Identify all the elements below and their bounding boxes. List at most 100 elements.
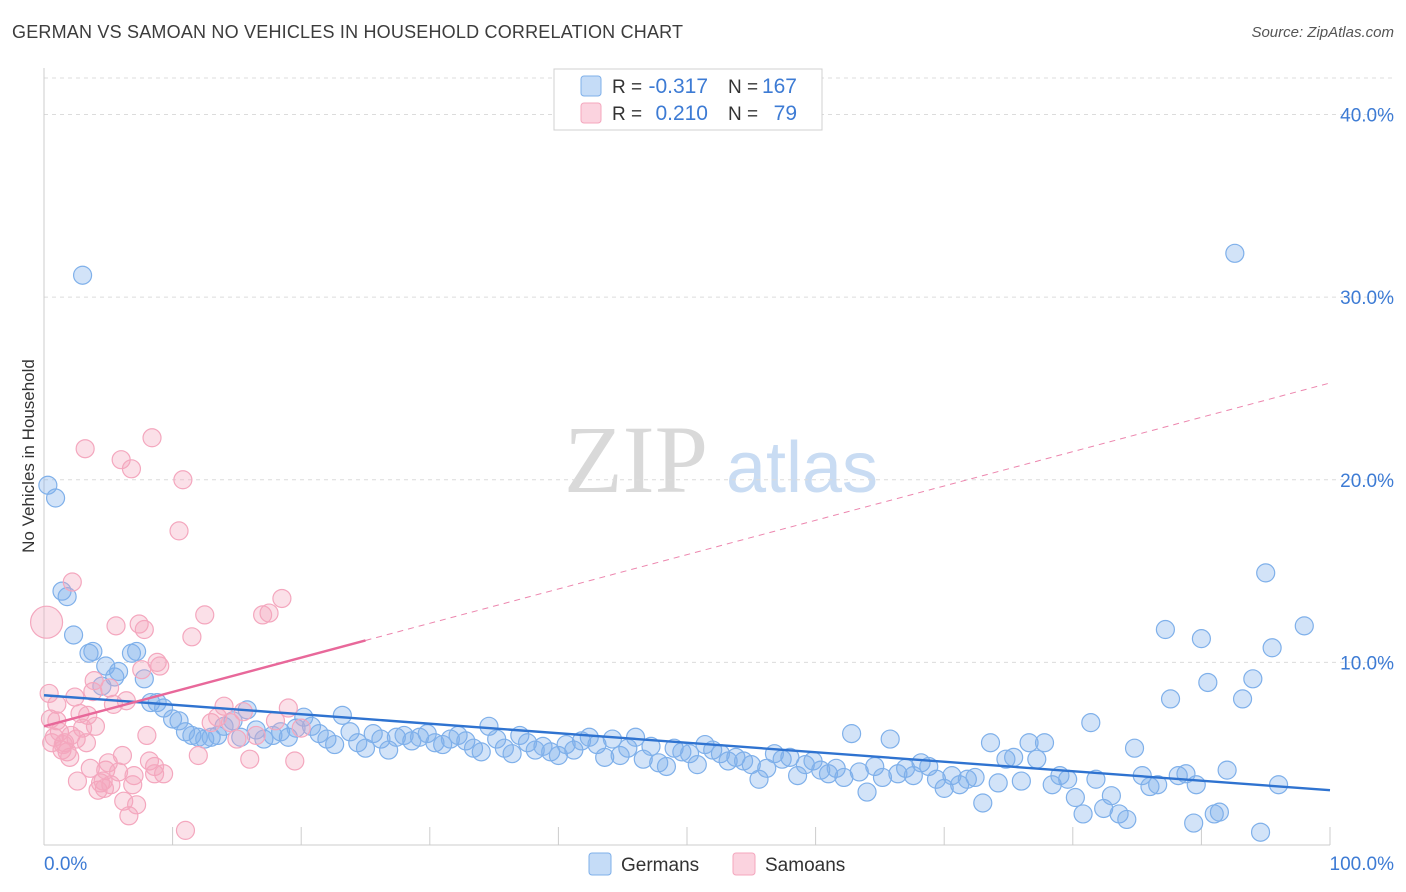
german-point — [610, 745, 630, 766]
german-point — [656, 756, 677, 777]
german-point — [1294, 616, 1314, 636]
samoan-point — [182, 627, 202, 647]
samoan-point — [66, 729, 86, 749]
samoan-point — [246, 725, 266, 746]
german-point — [332, 705, 352, 725]
samoan-point — [173, 470, 193, 490]
samoan-point — [61, 725, 81, 746]
legend-n-label-1: N = — [728, 104, 758, 125]
german-point — [1086, 769, 1106, 789]
bottom-legend-swatch-samoans — [732, 852, 756, 876]
german-point — [1186, 775, 1206, 795]
german-point — [988, 773, 1008, 793]
german-point — [163, 709, 183, 729]
german-point — [1155, 619, 1175, 640]
samoan-point — [285, 751, 305, 771]
german-point — [1250, 822, 1271, 842]
samoan-point — [67, 771, 88, 791]
german-point — [502, 744, 522, 764]
german-point — [72, 265, 93, 285]
german-point — [996, 749, 1016, 769]
german-point — [371, 729, 391, 749]
german-point — [857, 782, 877, 802]
samoan-point — [47, 694, 67, 714]
german-point — [425, 733, 445, 753]
samoan-point — [29, 605, 64, 639]
german-point — [386, 727, 406, 747]
samoan-point — [259, 603, 279, 623]
watermark-atlas: atlas — [726, 428, 878, 508]
german-point — [787, 766, 808, 786]
german-point — [1184, 813, 1204, 833]
samoan-point — [129, 614, 149, 634]
grid-lines — [44, 77, 1394, 663]
german-point — [1011, 771, 1031, 791]
german-point — [1198, 672, 1218, 693]
samoan-point — [80, 758, 100, 778]
german-point — [456, 731, 476, 751]
samoan-point — [220, 713, 241, 733]
german-point — [1232, 689, 1253, 709]
german-point — [1027, 749, 1047, 769]
samoan-point — [291, 718, 311, 738]
legend-swatch-samoans — [580, 102, 602, 124]
bottom-legend-samoans: Samoans — [765, 855, 845, 876]
german-point — [1019, 733, 1039, 753]
bottom-legend-swatch-germans — [588, 852, 612, 876]
samoan-point — [99, 678, 120, 698]
german-point — [1004, 747, 1024, 767]
german-point — [1148, 775, 1168, 795]
german-point — [471, 742, 491, 762]
legend-n-value-0: 167 — [762, 75, 797, 98]
legend-swatch-germans — [580, 75, 602, 97]
samoan-point — [214, 696, 234, 716]
german-point — [842, 724, 862, 744]
german-point — [1065, 787, 1085, 808]
german-point — [45, 488, 66, 508]
german-point — [201, 727, 221, 747]
samoan-point — [153, 764, 174, 784]
samoan-point — [126, 795, 147, 815]
chart-title: GERMAN VS SAMOAN NO VEHICLES IN HOUSEHOL… — [12, 22, 684, 42]
german-point — [1217, 760, 1237, 780]
samoan-point — [134, 619, 154, 640]
samoan-point — [188, 745, 208, 766]
axes — [43, 68, 1331, 846]
samoan-point — [147, 652, 167, 672]
samoan-point — [119, 806, 139, 826]
legend-n-label-0: N = — [728, 77, 758, 98]
samoan-point — [108, 762, 129, 782]
samoan-point — [142, 428, 162, 448]
german-point — [1073, 804, 1093, 824]
watermark-zip: ZIP — [564, 406, 708, 513]
samoan-point — [75, 439, 95, 459]
source-note: Source: ZipAtlas.com — [1251, 24, 1394, 41]
samoan-point — [169, 521, 189, 541]
x-tick-max: 100.0% — [1330, 854, 1395, 875]
samoan-trend-line — [43, 639, 366, 728]
german-point — [679, 744, 700, 764]
y-tick-label-2: 30.0% — [1340, 288, 1394, 309]
x-tick-min: 0.0% — [44, 854, 87, 875]
german-point — [169, 711, 189, 731]
y-axis-label: No Vehicles in Household — [19, 359, 38, 553]
samoan-point — [227, 729, 247, 749]
samoan-point — [76, 733, 97, 753]
trend-lines — [43, 382, 1331, 792]
data-points — [29, 243, 1314, 842]
german-point — [1034, 733, 1055, 753]
samoan-point — [62, 572, 82, 592]
german-point — [1243, 669, 1263, 689]
german-point — [687, 755, 707, 775]
german-point — [641, 736, 661, 756]
samoan-point — [137, 725, 157, 746]
samoan-point — [150, 656, 170, 676]
german-point — [286, 718, 306, 738]
german-point — [517, 733, 538, 753]
y-tick-label-0: 10.0% — [1340, 653, 1394, 674]
bottom-legend: Germans Samoans — [588, 852, 845, 876]
samoan-point — [175, 820, 196, 840]
samoan-point — [114, 791, 134, 811]
bottom-legend-germans: Germans — [621, 855, 699, 876]
german-point — [957, 769, 977, 789]
